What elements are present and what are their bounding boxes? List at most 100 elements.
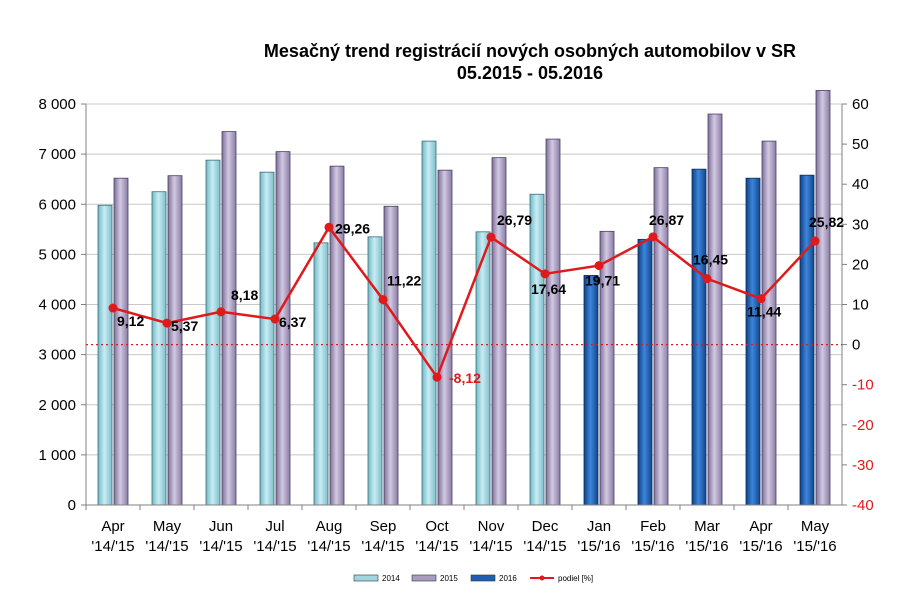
y-right-tick-label: 50 <box>852 136 869 153</box>
legend: 2014 2015 2016 podiel [%] <box>353 574 593 583</box>
legend-swatch <box>470 574 496 582</box>
y-left-tick-label: 5 000 <box>38 246 76 263</box>
share-point <box>432 372 442 382</box>
share-point <box>702 274 712 284</box>
share-point <box>162 318 172 328</box>
bar-2015-prev <box>707 113 723 506</box>
x-tick-label-period: '15/'16 <box>577 538 620 555</box>
x-tick-label-month: Apr <box>101 518 124 535</box>
y-left-tick-label: 1 000 <box>38 447 76 464</box>
share-point <box>486 232 496 242</box>
bar-2015 <box>491 157 507 506</box>
y-right-tick-label: 30 <box>852 216 869 233</box>
legend-swatch-marker <box>539 575 545 581</box>
share-data-label: 6,37 <box>279 314 306 330</box>
gridlines <box>86 103 842 456</box>
share-point <box>756 294 766 304</box>
y-right-tick-label: 20 <box>852 256 869 273</box>
x-tick-label-period: '14/'15 <box>469 538 512 555</box>
share-point <box>648 232 658 242</box>
legend-label: 2015 <box>440 574 458 583</box>
y-left-tick-label: 0 <box>68 497 76 514</box>
x-tick-label-period: '14/'15 <box>253 538 296 555</box>
x-tick-label-month: May <box>153 518 182 535</box>
x-tick-label-month: Dec <box>532 518 559 535</box>
x-tick-label-month: Sep <box>370 518 397 535</box>
x-tick-label-month: Feb <box>640 518 666 535</box>
chart-title: Mesačný trend registrácií nových osobnýc… <box>263 41 797 61</box>
share-line-path <box>112 225 816 380</box>
bar-2014 <box>97 204 113 506</box>
bar-2015 <box>329 165 345 506</box>
legend-label: podiel [%] <box>558 574 593 583</box>
y-left-tick-label: 8 000 <box>38 96 76 113</box>
chart-subtitle: 05.2015 - 05.2016 <box>456 63 604 83</box>
x-tick-label-period: '14/'15 <box>91 538 134 555</box>
bar-2015 <box>545 138 561 506</box>
share-point <box>216 307 226 317</box>
x-tick-label-month: Oct <box>425 518 449 535</box>
bar-2014 <box>529 193 545 506</box>
share-data-label: 5,37 <box>171 318 198 334</box>
share-data-label: 26,79 <box>497 212 532 228</box>
x-tick-label-period: '14/'15 <box>199 538 242 555</box>
y-right-tick-label: 10 <box>852 297 869 314</box>
share-data-label: 8,18 <box>231 287 258 303</box>
y-left-tick-label: 2 000 <box>38 397 76 414</box>
bar-2014 <box>367 236 383 506</box>
x-tick-label-month: Nov <box>478 518 505 535</box>
share-data-label: -8,12 <box>449 370 481 386</box>
y-left-tick-label: 3 000 <box>38 347 76 364</box>
bar-2016 <box>583 275 599 506</box>
chart-title-block: Mesačný trend registrácií nových osobnýc… <box>0 40 900 84</box>
x-tick-label-month: Jun <box>209 518 233 535</box>
share-data-label: 19,71 <box>585 273 620 289</box>
bars <box>97 90 831 506</box>
share-data-label: 9,12 <box>117 313 144 329</box>
x-tick-label-month: Jul <box>265 518 284 535</box>
x-tick-label-period: '14/'15 <box>307 538 350 555</box>
share-line <box>86 222 842 382</box>
x-tick-label-period: '14/'15 <box>145 538 188 555</box>
legend-label: 2016 <box>499 574 517 583</box>
y-right-tick-label: -30 <box>852 457 874 474</box>
share-point <box>594 261 604 271</box>
axes: 0 1 000 2 000 3 000 4 000 5 000 6 000 7 000 8 00… <box>38 96 873 555</box>
data-labels: 9,12 5,37 8,18 6,37 29,26 11,22 -8,12 26,79 17,6… <box>117 212 844 386</box>
bar-2014 <box>151 191 167 506</box>
y-left-tick-label: 4 000 <box>38 297 76 314</box>
y-right-tick-label: -20 <box>852 417 874 434</box>
share-data-label: 26,87 <box>649 212 684 228</box>
x-tick-label-period: '15/'16 <box>739 538 782 555</box>
x-tick-label-month: May <box>801 518 830 535</box>
bar-2015 <box>221 131 237 506</box>
x-tick-label-month: Aug <box>316 518 343 535</box>
x-tick-label-period: '15/'16 <box>793 538 836 555</box>
x-tick-label-month: Apr <box>749 518 772 535</box>
x-tick-label-period: '14/'15 <box>523 538 566 555</box>
bar-2016 <box>745 177 761 506</box>
x-tick-label-period: '15/'16 <box>631 538 674 555</box>
share-point <box>108 303 118 313</box>
share-point <box>324 222 334 232</box>
bar-2015 <box>383 205 399 506</box>
share-data-label: 25,82 <box>809 214 844 230</box>
share-data-label: 29,26 <box>335 220 370 236</box>
y-right-tick-label: 60 <box>852 96 869 113</box>
x-tick-label-month: Jan <box>587 518 611 535</box>
bar-2015-prev <box>815 90 831 506</box>
y-right-tick-label: 40 <box>852 176 869 193</box>
share-data-label: 16,45 <box>693 252 728 268</box>
x-tick-label-period: '14/'15 <box>361 538 404 555</box>
share-data-label: 11,44 <box>747 304 781 320</box>
share-point <box>810 236 820 246</box>
y-left-tick-label: 7 000 <box>38 146 76 163</box>
x-tick-label-month: Mar <box>694 518 720 535</box>
bar-2014 <box>259 171 275 506</box>
bar-2015 <box>167 175 183 506</box>
legend-label: 2014 <box>382 574 400 583</box>
x-tick-label-period: '14/'15 <box>415 538 458 555</box>
bar-2015-prev <box>761 140 777 506</box>
x-tick-label-period: '15/'16 <box>685 538 728 555</box>
